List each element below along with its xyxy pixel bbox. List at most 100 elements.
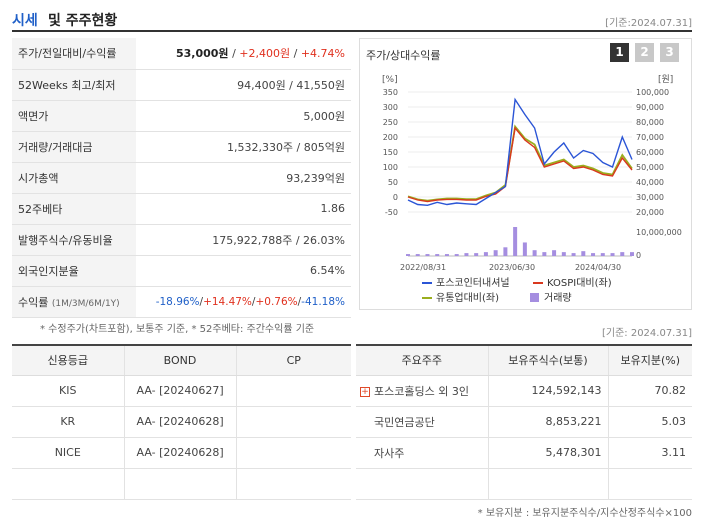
row-value: 53,000원 / +2,400원 / +4.74% bbox=[136, 38, 351, 70]
holder-shares bbox=[488, 468, 609, 500]
row-value: 93,239억원 bbox=[136, 162, 351, 194]
volume-zero-label: 0 bbox=[636, 251, 641, 260]
row-label: 거래량/거래대금 bbox=[12, 131, 136, 163]
volume-bar bbox=[474, 253, 479, 256]
y-left-tick-label: -50 bbox=[385, 208, 398, 217]
chart-tab-2[interactable]: 2 bbox=[635, 43, 654, 62]
volume-bar bbox=[600, 253, 605, 256]
price-rate: +4.74% bbox=[300, 47, 345, 61]
reference-date: [기준:2024.07.31] bbox=[605, 18, 692, 29]
returns-value: -18.96%/+14.47%/+0.76%/-41.18% bbox=[136, 286, 351, 318]
series-line-2 bbox=[407, 124, 633, 202]
y-right-tick-label: 50,000 bbox=[636, 163, 664, 172]
credit-agency bbox=[12, 468, 125, 500]
legend-label: KOSPI대비(좌) bbox=[547, 277, 612, 289]
table-row: NICE AA- [20240628] bbox=[12, 437, 351, 469]
credit-bond: AA- [20240628] bbox=[124, 406, 237, 438]
volume-bar bbox=[503, 247, 508, 256]
y-right-tick-label: 20,000 bbox=[636, 208, 664, 217]
column-header: CP bbox=[236, 345, 351, 376]
series-line-0 bbox=[407, 97, 633, 207]
volume-bar bbox=[425, 254, 430, 256]
x-tick-label: 2023/06/30 bbox=[489, 263, 535, 272]
volume-bar bbox=[552, 250, 557, 256]
row-label: 시가총액 bbox=[12, 162, 136, 194]
chart-tab-3[interactable]: 3 bbox=[660, 43, 679, 62]
volume-bar bbox=[581, 251, 586, 256]
chart-title: 주가/상대수익률 bbox=[366, 49, 441, 62]
holder-shares: 8,853,221 bbox=[488, 406, 609, 438]
row-value: 1.86 bbox=[136, 193, 351, 225]
table-row: 52주베타 1.86 bbox=[12, 193, 351, 225]
table-row: 액면가 5,000원 bbox=[12, 100, 351, 132]
section-header: 시세 및 주주현황 [기준:2024.07.31] bbox=[12, 6, 692, 32]
holder-name bbox=[356, 468, 489, 500]
y-left-tick-label: 250 bbox=[383, 118, 398, 127]
volume-bar bbox=[493, 250, 498, 256]
table-footnote: * 수정주가(차트포함), 보통주 기준, * 52주베타: 주간수익률 기준 bbox=[40, 324, 315, 335]
y-right-tick-label: 30,000 bbox=[636, 193, 664, 202]
table-row: 발행주식수/유동비율 175,922,788주 / 26.03% bbox=[12, 224, 351, 256]
table-row: 자사주 5,478,301 3.11 bbox=[356, 437, 692, 469]
return-6m: +0.76% bbox=[255, 295, 298, 308]
y-left-tick-label: 0 bbox=[393, 193, 398, 202]
return-3m: +14.47% bbox=[203, 295, 252, 308]
chart-svg: [%] [원] 350 300 250 200 150 100 50 0 -50 100,000 90,… bbox=[382, 74, 682, 304]
y-left-tick-label: 350 bbox=[383, 88, 398, 97]
credit-cp bbox=[236, 375, 351, 407]
table-row: 52Weeks 최고/최저 94,400원 / 41,550원 bbox=[12, 69, 351, 101]
table-row: KIS AA- [20240627] bbox=[12, 375, 351, 407]
expand-icon[interactable]: + bbox=[360, 386, 370, 397]
chart-panel: 주가/상대수익률 1 2 3 [%] [원] 350 300 250 200 150 100 5… bbox=[359, 38, 692, 310]
legend-label: 포스코인터내셔널 bbox=[436, 277, 510, 289]
price-value: 53,000원 bbox=[175, 47, 229, 61]
y-right-tick-label: 60,000 bbox=[636, 148, 664, 157]
credit-bond bbox=[124, 468, 237, 500]
chart-tab-1[interactable]: 1 bbox=[610, 43, 629, 62]
table-row bbox=[12, 468, 351, 500]
volume-bar bbox=[532, 250, 537, 256]
y-right-tick-label: 100,000 bbox=[636, 88, 669, 97]
right-axis-unit: [원] bbox=[658, 74, 673, 85]
volume-bar bbox=[522, 242, 527, 256]
table-row: 외국인지분율 6.54% bbox=[12, 255, 351, 287]
title-rest: 및 주주현황 bbox=[48, 13, 118, 29]
holder-percent bbox=[608, 468, 692, 500]
row-label: 52Weeks 최고/최저 bbox=[12, 69, 136, 101]
row-label: 액면가 bbox=[12, 100, 136, 132]
holder-name-cell[interactable]: + 포스코홀딩스 외 3인 bbox=[356, 375, 489, 407]
volume-bar bbox=[630, 252, 634, 256]
holder-shares: 5,478,301 bbox=[488, 437, 609, 469]
credit-cp bbox=[236, 468, 351, 500]
y-right-tick-label: 40,000 bbox=[636, 178, 664, 187]
holder-name: 포스코홀딩스 외 3인 bbox=[374, 384, 469, 398]
column-header: 보유주식수(보통) bbox=[488, 345, 609, 376]
left-axis-unit: [%] bbox=[382, 75, 398, 85]
volume-bar bbox=[571, 253, 576, 256]
table-row: 수익률 (1M/3M/6M/1Y) -18.96%/+14.47%/+0.76%… bbox=[12, 286, 351, 318]
y-left-tick-label: 150 bbox=[383, 148, 398, 157]
row-value: 1,532,330주 / 805억원 bbox=[136, 131, 351, 163]
volume-bar bbox=[444, 254, 449, 256]
row-value: 175,922,788주 / 26.03% bbox=[136, 224, 351, 256]
column-header: BOND bbox=[124, 345, 237, 376]
credit-bond: AA- [20240627] bbox=[124, 375, 237, 407]
x-tick-label: 2022/08/31 bbox=[400, 263, 446, 272]
y-left-tick-label: 100 bbox=[383, 163, 398, 172]
row-value: 94,400원 / 41,550원 bbox=[136, 69, 351, 101]
table-row bbox=[356, 468, 692, 500]
legend-label: 유통업대비(좌) bbox=[436, 291, 499, 304]
y-right-tick-label: 70,000 bbox=[636, 133, 664, 142]
column-header: 신용등급 bbox=[12, 345, 125, 376]
reference-date-2: [기준: 2024.07.31] bbox=[601, 328, 692, 339]
table-row: 거래량/거래대금 1,532,330주 / 805억원 bbox=[12, 131, 351, 163]
volume-bar bbox=[483, 252, 488, 256]
return-1y: -41.18% bbox=[301, 295, 345, 308]
row-label: 수익률 (1M/3M/6M/1Y) bbox=[12, 286, 136, 318]
volume-bar bbox=[542, 252, 547, 256]
credit-agency: KIS bbox=[12, 375, 125, 407]
y-left-tick-label: 300 bbox=[383, 103, 398, 112]
table-row: 시가총액 93,239억원 bbox=[12, 162, 351, 194]
table-row: 주가/전일대비/수익률 53,000원 / +2,400원 / +4.74% bbox=[12, 38, 351, 70]
quote-table: 주가/전일대비/수익률 53,000원 / +2,400원 / +4.74% 5… bbox=[12, 38, 351, 318]
